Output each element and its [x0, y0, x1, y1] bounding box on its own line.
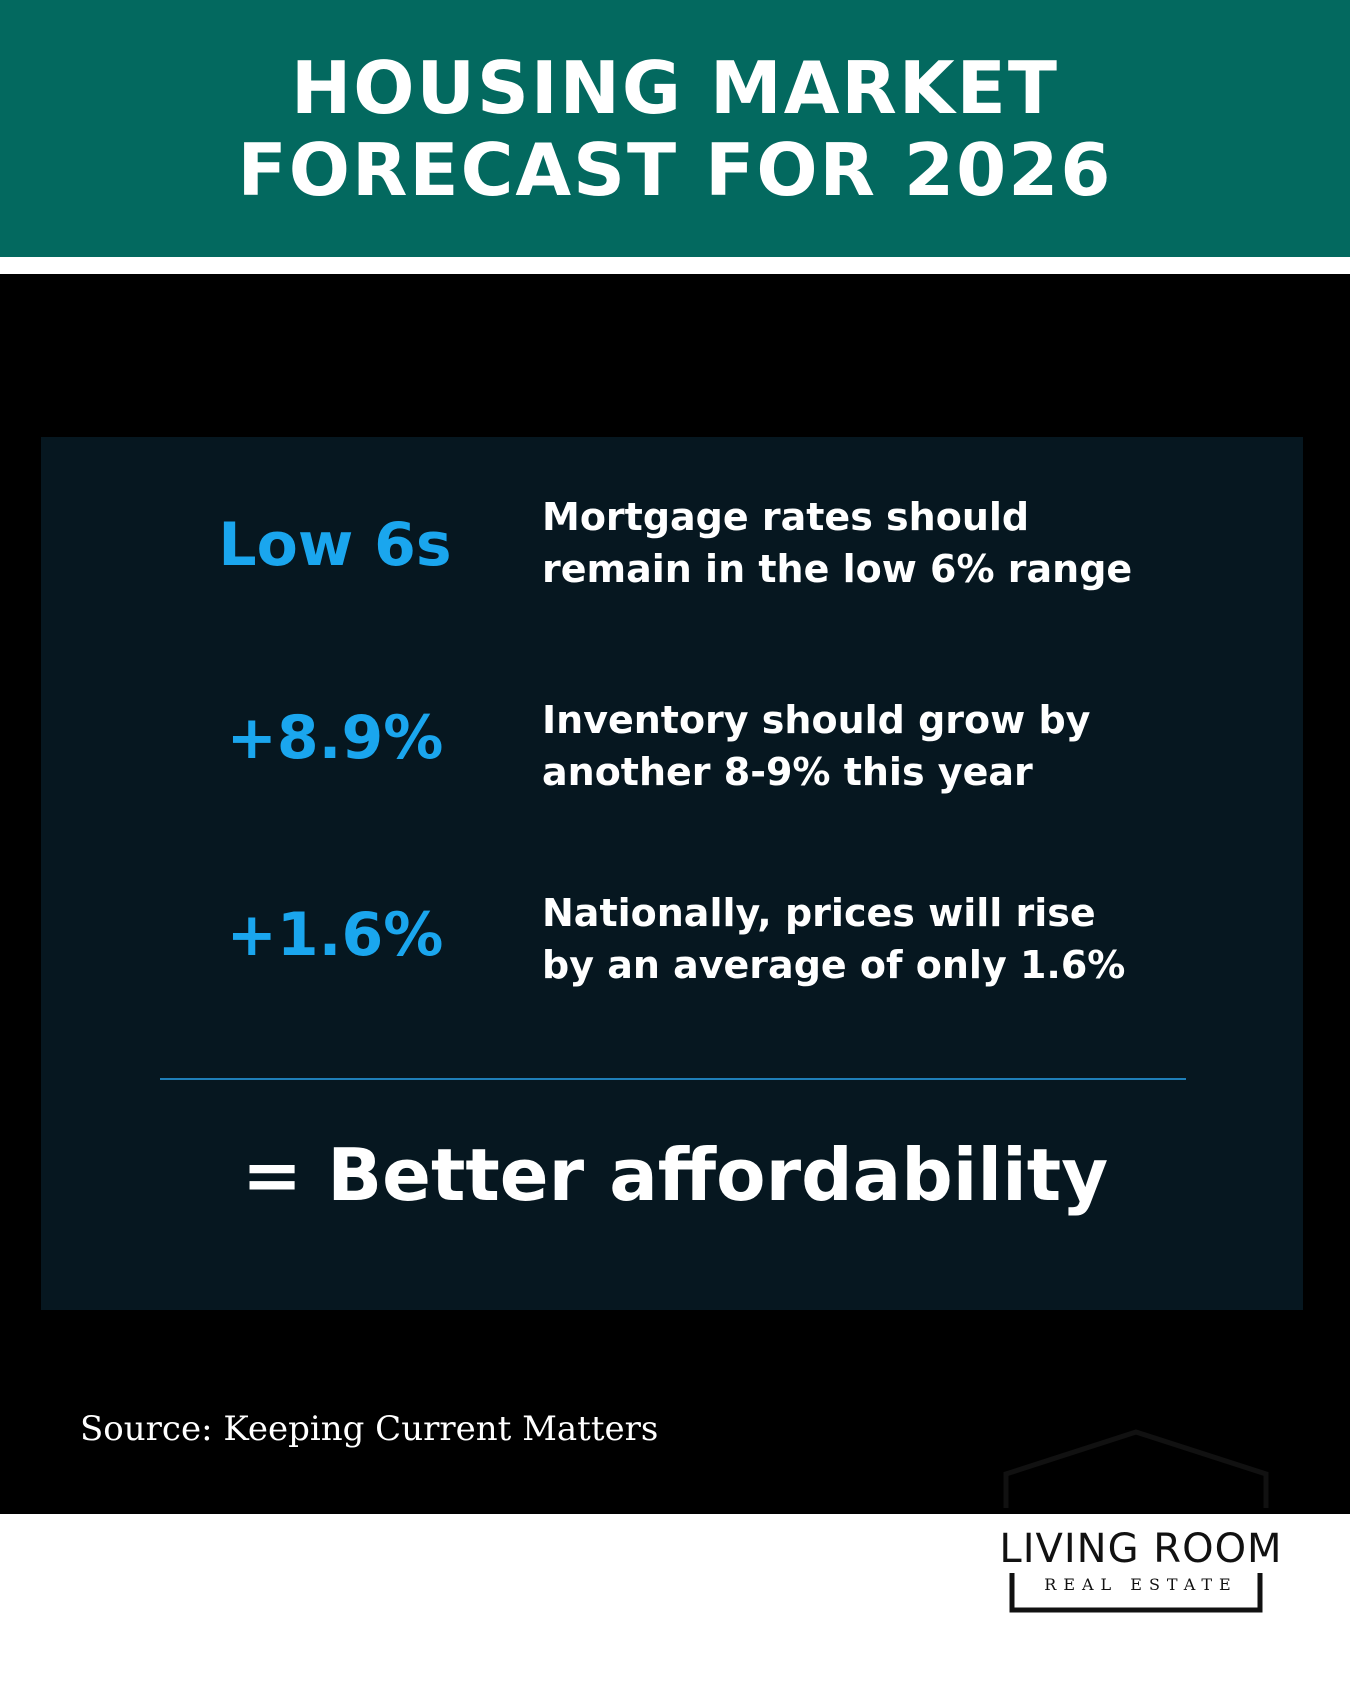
logo-tagline: REAL ESTATE: [1044, 1575, 1238, 1594]
conclusion-text: = Better affordability: [241, 1133, 1109, 1217]
page-title-line-2: FORECAST FOR 2026: [237, 127, 1113, 212]
page-title-line-1: HOUSING MARKET: [291, 45, 1059, 130]
stat-prices-description: Nationally, prices will rise by an avera…: [542, 887, 1232, 991]
stat-mortgage-rates-description-line-2: remain in the low 6% range: [542, 547, 1133, 591]
stat-inventory-value: +8.9%: [226, 703, 444, 773]
stat-mortgage-rates-description-line-1: Mortgage rates should: [542, 495, 1030, 539]
source-citation: Source: Keeping Current Matters: [80, 1409, 659, 1449]
stat-inventory-description-line-2: another 8-9% this year: [542, 750, 1033, 794]
house-outline-icon: [1003, 1429, 1269, 1613]
stat-inventory-description: Inventory should grow by another 8-9% th…: [542, 694, 1232, 798]
stat-mortgage-rates-description: Mortgage rates should remain in the low …: [542, 491, 1232, 595]
forecast-panel: [41, 437, 1303, 1310]
logo-name: LIVING ROOM: [976, 1525, 1306, 1573]
stat-prices-description-line-2: by an average of only 1.6%: [542, 943, 1126, 987]
stat-prices-value: +1.6%: [226, 900, 444, 970]
stat-inventory-description-line-1: Inventory should grow by: [542, 698, 1091, 742]
company-logo: LIVING ROOM REAL ESTATE: [976, 1428, 1306, 1618]
divider-line: [160, 1078, 1186, 1080]
stat-mortgage-rates-value: Low 6s: [218, 510, 452, 580]
stat-prices-description-line-1: Nationally, prices will rise: [542, 891, 1096, 935]
header-banner: HOUSING MARKET FORECAST FOR 2026: [0, 0, 1350, 257]
